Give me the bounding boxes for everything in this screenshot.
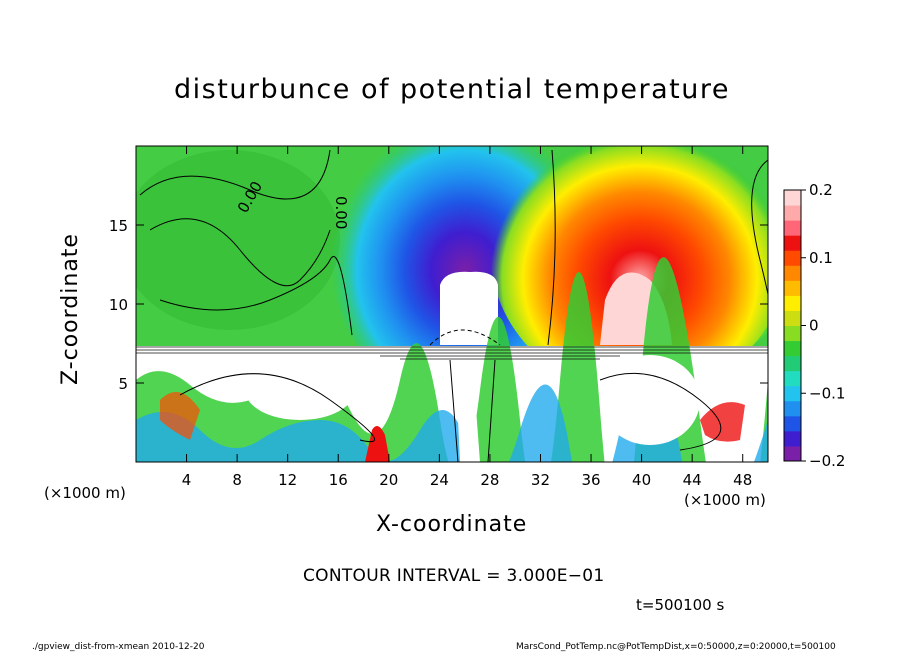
colorbar-ticks: 0.2 0.1 0 −0.1 −0.2 [801, 181, 845, 470]
colorbar-swatch [784, 325, 801, 342]
colorbar-swatch [784, 220, 801, 236]
y-tick-label: 10 [109, 296, 128, 314]
colorbar-swatch [784, 385, 801, 402]
y-axis-label: Z-coordinate [58, 233, 83, 385]
contour-interval: CONTOUR INTERVAL = 3.000E−01 [303, 566, 605, 586]
time-label: t=500100 s [636, 596, 725, 614]
contour-lines [139, 149, 768, 462]
x-tick-label: 48 [733, 471, 752, 489]
chart-title: disturbunce of potential temperature [174, 74, 730, 105]
colorbar-swatch [784, 355, 801, 372]
white-cap-cold [440, 271, 498, 345]
colorbar-swatch [784, 415, 801, 432]
x-tick-label: 36 [581, 471, 600, 489]
x-axis-label: X-coordinate [376, 512, 528, 537]
layer-stripes [136, 346, 768, 360]
colorbar-swatch [784, 235, 801, 251]
x-tick-label: 12 [278, 471, 297, 489]
contour-line [149, 218, 331, 287]
green-patch [136, 150, 340, 330]
contour-line [751, 159, 768, 331]
x-tick-label: 8 [232, 471, 242, 489]
white-blob-right [600, 355, 700, 445]
colorbar [784, 190, 801, 462]
contour-line [179, 373, 376, 443]
x-tick-label: 32 [531, 471, 550, 489]
x-tick-label: 20 [379, 471, 398, 489]
colorbar-tick-label: 0 [809, 317, 819, 335]
x-tick-label: 24 [430, 471, 449, 489]
contour-line [599, 372, 722, 451]
contour-line [159, 256, 353, 336]
contour-line [139, 149, 331, 200]
orange-blob-left [160, 392, 200, 440]
colorbar-swatch [784, 430, 801, 447]
colorbar-swatch [784, 205, 801, 221]
white-column [455, 355, 480, 462]
x-tick-label: 44 [683, 471, 702, 489]
colorbar-tick-label: 0.2 [809, 181, 833, 199]
lower-blue [136, 364, 768, 462]
contour-line [449, 359, 459, 462]
heatmap-field [136, 146, 768, 462]
red-plume [365, 426, 390, 462]
x-tick-label: 28 [480, 471, 499, 489]
y-axis: 5 10 15 [109, 217, 768, 393]
contour-line [487, 359, 496, 462]
footer-left: ./gpview_dist-from-xmean 2010-12-20 [32, 642, 205, 652]
warm-anomaly [490, 146, 768, 395]
colorbar-swatch [784, 265, 801, 281]
x-tick-label: 40 [632, 471, 651, 489]
white-blob-left [245, 360, 355, 420]
colorbar-swatch [784, 295, 801, 311]
x-axis-unit-left: (×1000 m) [44, 484, 126, 502]
contour-label: 0.00 [332, 196, 350, 229]
colorbar-tick-label: 0.1 [809, 249, 833, 267]
contour-line [547, 149, 556, 346]
colorbar-tick-label: −0.2 [809, 452, 845, 470]
colorbar-swatch [784, 340, 801, 357]
colorbar-swatch [784, 310, 801, 326]
colorbar-swatch [784, 400, 801, 417]
colorbar-swatch [784, 250, 801, 266]
x-tick-label: 16 [329, 471, 348, 489]
colorbar-swatch [784, 280, 801, 296]
x-axis-unit-right: (×1000 m) [684, 491, 766, 509]
colorbar-tick-label: −0.1 [809, 384, 845, 402]
y-tick-label: 5 [118, 375, 128, 393]
x-tick-label: 4 [182, 471, 192, 489]
red-blob-right [700, 402, 745, 442]
x-axis: 4 8 12 16 20 24 28 32 36 40 44 48 [182, 146, 752, 489]
colorbar-swatch [784, 445, 801, 462]
footer-right: MarsCond_PotTemp.nc@PotTempDist,x=0:5000… [516, 642, 836, 652]
colorbar-swatch [784, 370, 801, 387]
y-tick-label: 15 [109, 217, 128, 235]
contour-line [429, 329, 501, 346]
colorbar-swatch [784, 190, 801, 206]
